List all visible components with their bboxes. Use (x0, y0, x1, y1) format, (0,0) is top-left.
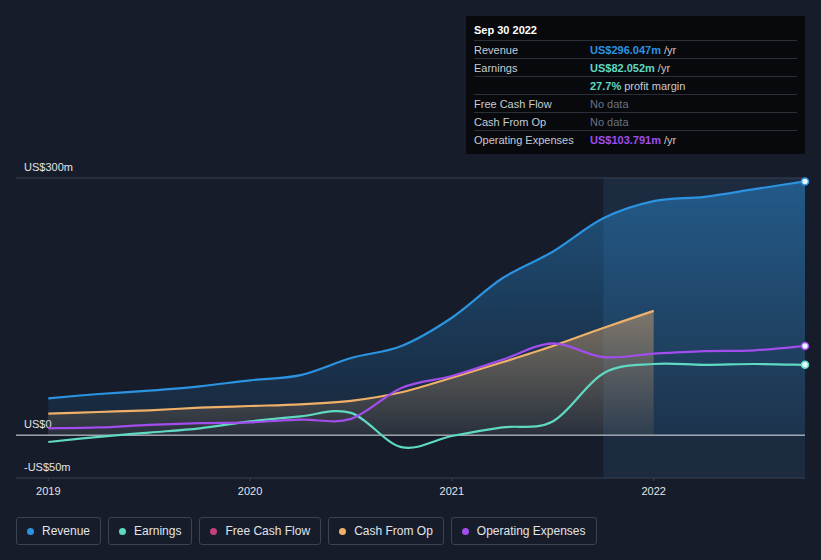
y-tick-label: US$300m (24, 161, 73, 173)
area-fill (48, 311, 653, 435)
legend-item[interactable]: Cash From Op (328, 517, 444, 545)
tooltip-label: Cash From Op (474, 116, 590, 128)
tooltip-row: RevenueUS$296.047m/yr (474, 40, 797, 58)
legend-label: Free Cash Flow (225, 524, 310, 538)
legend-item[interactable]: Revenue (16, 517, 101, 545)
grid-line (16, 478, 805, 479)
tooltip: Sep 30 2022RevenueUS$296.047m/yrEarnings… (466, 16, 805, 154)
legend-swatch (27, 528, 34, 535)
x-tick-label: 2020 (238, 485, 262, 497)
legend: Revenue Earnings Free Cash Flow Cash From O… (16, 517, 597, 545)
tooltip-row: EarningsUS$82.052m/yr (474, 58, 797, 76)
legend-swatch (119, 528, 126, 535)
x-tick-label: 2019 (36, 485, 60, 497)
tooltip-unit: /yr (664, 44, 676, 56)
tooltip-unit: /yr (664, 134, 676, 146)
tooltip-label: Free Cash Flow (474, 98, 590, 110)
legend-swatch (339, 528, 346, 535)
tooltip-row: Operating ExpensesUS$103.791m/yr (474, 130, 797, 148)
tooltip-value: No data (590, 116, 629, 128)
tooltip-value: US$296.047m (590, 44, 661, 56)
tooltip-row: 27.7%profit margin (474, 76, 797, 94)
legend-item[interactable]: Operating Expenses (451, 517, 597, 545)
series-line (48, 311, 653, 414)
series-line (48, 343, 805, 428)
tooltip-value: US$82.052m (590, 62, 655, 74)
tooltip-value: US$103.791m (590, 134, 661, 146)
tooltip-unit: profit margin (624, 80, 685, 92)
legend-label: Cash From Op (354, 524, 433, 538)
y-tick-label: -US$50m (24, 461, 70, 473)
legend-label: Operating Expenses (477, 524, 586, 538)
tooltip-label: Operating Expenses (474, 134, 590, 146)
area-fill (48, 181, 805, 435)
x-tick (451, 478, 452, 481)
tooltip-unit: /yr (658, 62, 670, 74)
tooltip-label: Revenue (474, 44, 590, 56)
tooltip-title: Sep 30 2022 (474, 24, 797, 36)
end-marker (802, 361, 809, 368)
tooltip-row: Free Cash FlowNo data (474, 94, 797, 112)
x-tick (48, 478, 49, 481)
series-line (48, 181, 805, 398)
grid-line (16, 178, 805, 179)
y-tick-label: US$0 (24, 418, 52, 430)
x-tick (653, 478, 654, 481)
tooltip-value: 27.7% (590, 80, 621, 92)
end-marker (802, 343, 809, 350)
x-tick-label: 2022 (641, 485, 665, 497)
legend-swatch (210, 528, 217, 535)
legend-swatch (462, 528, 469, 535)
legend-label: Revenue (42, 524, 90, 538)
end-marker (802, 178, 809, 185)
series-line (48, 364, 805, 448)
tooltip-row: Cash From OpNo data (474, 112, 797, 130)
plot-area (48, 181, 805, 447)
legend-label: Earnings (134, 524, 181, 538)
tooltip-label: Earnings (474, 62, 590, 74)
legend-item[interactable]: Free Cash Flow (199, 517, 321, 545)
x-tick-label: 2021 (440, 485, 464, 497)
tooltip-value: No data (590, 98, 629, 110)
legend-item[interactable]: Earnings (108, 517, 192, 545)
x-tick (250, 478, 251, 481)
